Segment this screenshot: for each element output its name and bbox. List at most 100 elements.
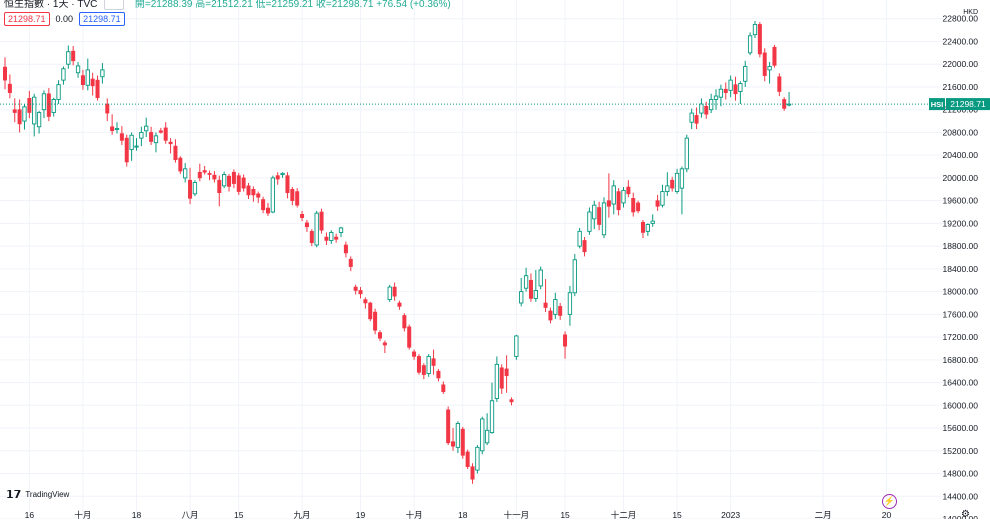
x-tick-label: 16: [25, 510, 35, 519]
candle-body-up: [533, 290, 538, 299]
candle: [348, 256, 353, 272]
candle: [655, 194, 660, 211]
candle-body-down: [158, 130, 163, 133]
hsi-badge: [929, 98, 945, 111]
candle: [236, 172, 241, 195]
lightning-icon[interactable]: ⚡: [882, 494, 897, 509]
candle-body-up: [144, 125, 149, 132]
candle: [36, 110, 42, 134]
candle-body-up: [480, 418, 485, 452]
candle: [124, 134, 129, 167]
candle-body-down: [207, 173, 212, 175]
candle: [85, 58, 90, 91]
candle-body-down: [217, 179, 222, 193]
x-tick-label: 20: [882, 510, 892, 519]
candle-body-up: [747, 35, 753, 54]
ohlc-values: 開=21288.39 高=21512.21 低=21259.21 收=21298…: [134, 0, 451, 10]
y-tick-label: 17600.00: [943, 309, 979, 319]
candle: [709, 93, 714, 114]
candle: [173, 139, 178, 163]
x-tick-label: 18: [132, 510, 142, 519]
candle-body-down: [377, 332, 382, 339]
candle-body-down: [543, 302, 548, 308]
candle-body-up: [270, 177, 275, 213]
candle-body-up: [183, 168, 188, 179]
candle: [528, 273, 533, 302]
candle: [631, 192, 636, 217]
candle-body-up: [611, 185, 616, 205]
candle-body-down: [358, 290, 363, 295]
candle: [246, 183, 251, 199]
candle-body-up: [61, 68, 66, 81]
candle-body-down: [119, 133, 124, 141]
candle-body-up: [139, 131, 144, 139]
candle-body-down: [460, 428, 465, 456]
candle-body-up: [338, 227, 344, 233]
candle-body-up: [718, 88, 724, 98]
candle: [217, 175, 222, 207]
tradingview-logo[interactable]: 𝟭𝟳 TradingView: [6, 488, 69, 501]
candle-body-up: [660, 191, 665, 206]
candle: [782, 97, 787, 111]
candle: [56, 80, 61, 105]
y-tick-label: 20000.00: [943, 173, 979, 183]
candle: [197, 163, 202, 182]
chart-header: 恒生指數 · 1天 · TVC 開=21288.39 高=21512.21 低=…: [4, 0, 451, 10]
candle: [188, 167, 193, 205]
candle: [163, 122, 168, 144]
symbol-title[interactable]: 恒生指數 · 1天 · TVC: [4, 0, 98, 10]
candle-body-up: [650, 220, 655, 224]
x-tick-label: 19: [356, 510, 366, 519]
candle-body-down: [704, 105, 709, 115]
candle-body-down: [300, 213, 305, 219]
candle-body-down: [290, 188, 295, 201]
candle-body-down: [402, 315, 407, 329]
candle-body-up: [519, 291, 524, 304]
tv-logo-icon: 𝟭𝟳: [6, 489, 22, 501]
candle: [679, 166, 685, 215]
candle-body-up: [134, 145, 139, 148]
candle: [256, 191, 261, 203]
sell-price-pill[interactable]: 21298.71: [4, 12, 50, 26]
candle: [484, 413, 490, 446]
candle-body-up: [221, 174, 227, 187]
x-tick-label: 15: [234, 510, 244, 519]
candle-body-down: [558, 306, 563, 316]
candle-body-down: [762, 52, 767, 76]
candle: [270, 175, 275, 214]
candle-body-down: [188, 179, 193, 199]
candle-body-down: [606, 200, 611, 207]
candle-body-down: [12, 109, 17, 113]
candle-body-up: [489, 400, 495, 434]
candle-body-up: [426, 355, 431, 374]
candle-body-down: [412, 351, 417, 357]
candle-body-down: [382, 342, 387, 346]
candle-body-down: [334, 236, 339, 240]
candle-body-down: [295, 191, 300, 206]
y-tick-label: 14800.00: [943, 469, 979, 479]
last-price-badge: [946, 98, 990, 111]
y-tick-label: 14400.00: [943, 491, 979, 501]
candle: [699, 98, 704, 118]
candle-body-down: [694, 115, 699, 124]
buy-price-pill[interactable]: 21298.71: [79, 12, 125, 26]
candle-body-up: [75, 65, 81, 74]
candle-body-up: [713, 95, 719, 100]
gear-icon[interactable]: ⚙: [961, 509, 970, 520]
candle: [110, 114, 115, 135]
candle: [202, 165, 207, 175]
candle-body-down: [723, 88, 728, 93]
candle-body-down: [27, 98, 32, 113]
candle-body-up: [514, 335, 519, 357]
candle-body-up: [36, 112, 42, 128]
y-tick-label: 15200.00: [943, 446, 979, 456]
legend-toggle-icon[interactable]: [104, 0, 125, 10]
candle: [358, 287, 363, 299]
y-tick-label: 15600.00: [943, 423, 979, 433]
candle: [426, 354, 431, 377]
candle: [207, 170, 212, 181]
candle: [723, 82, 728, 100]
candle: [407, 324, 412, 350]
y-tick-label: 18800.00: [943, 241, 979, 251]
